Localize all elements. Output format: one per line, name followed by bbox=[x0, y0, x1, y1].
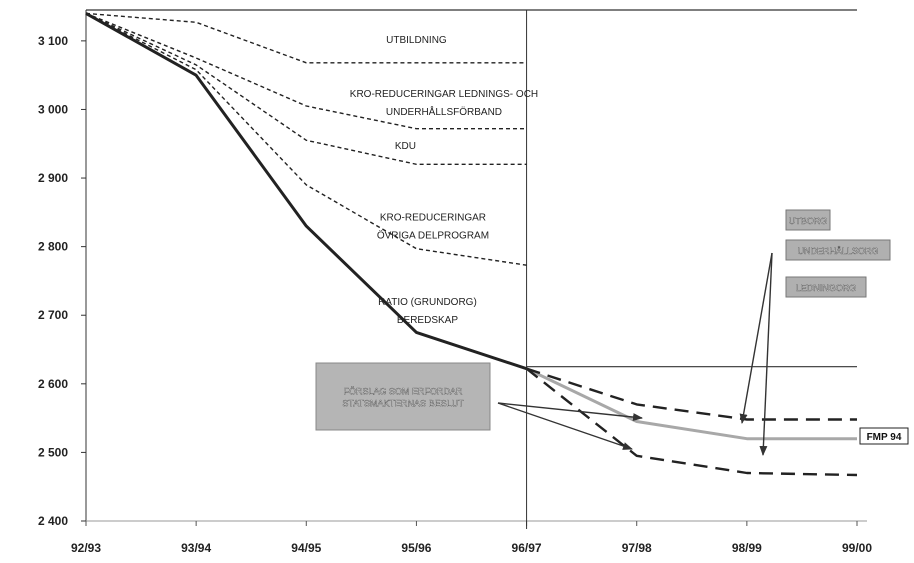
x-tick-label: 98/99 bbox=[732, 541, 762, 555]
series-line-dotted bbox=[85, 12, 527, 266]
label-box-text: STATSMAKTERNAS BESLUT bbox=[342, 399, 464, 409]
pointer-arrow bbox=[739, 252, 773, 424]
x-tick-label: 93/94 bbox=[181, 541, 211, 555]
pointer-arrow bbox=[497, 402, 643, 422]
annotation-label: KRO-REDUCERINGAR bbox=[380, 213, 486, 224]
annotation-label: UTBILDNING bbox=[386, 35, 447, 46]
y-tick-label: 2 400 bbox=[38, 514, 68, 528]
pointer-arrow bbox=[759, 252, 773, 456]
boxes-layer: FÖRSLAG SOM ERFORDAR STATSMAKTERNAS BESLU… bbox=[315, 209, 909, 445]
label-box-text: UTBORG bbox=[789, 216, 828, 226]
label-box-text: LEDNINGORG bbox=[796, 283, 857, 293]
series-line-dotted bbox=[85, 12, 527, 165]
y-tick-label: 2 500 bbox=[38, 445, 68, 459]
pointer-arrow bbox=[497, 402, 633, 450]
label-box-text: UNDERHÅLLSORG bbox=[797, 246, 878, 256]
series-line-dashed bbox=[526, 367, 857, 421]
label-box-text: FMP 94 bbox=[867, 432, 902, 443]
annotation-label: KDU bbox=[395, 141, 416, 152]
label-box-small bbox=[785, 239, 891, 261]
x-tick-label: 92/93 bbox=[71, 541, 101, 555]
axes: 3 100 3 000 2 900 2 800 2 700 2 600 2 500 2 400… bbox=[38, 10, 872, 555]
annotation-label: KRO-REDUCERINGAR LEDNINGS- OCH bbox=[350, 89, 538, 100]
y-tick-label: 2 900 bbox=[38, 171, 68, 185]
y-tick-label: 3 000 bbox=[38, 102, 68, 116]
y-tick-label: 2 600 bbox=[38, 377, 68, 391]
label-box-small bbox=[785, 209, 831, 231]
label-box-small bbox=[785, 276, 867, 298]
x-tick-label: 95/96 bbox=[401, 541, 431, 555]
label-box-text: FÖRSLAG SOM ERFORDAR bbox=[343, 387, 463, 397]
series-line-solid-gray bbox=[525, 367, 857, 441]
y-tick-label: 2 800 bbox=[38, 240, 68, 254]
annotation-label: ÖVRIGA DELPROGRAM bbox=[377, 230, 489, 242]
annotation-label: BEREDSKAP bbox=[397, 315, 458, 326]
label-box-flag bbox=[859, 427, 909, 445]
x-tick-label: 94/95 bbox=[291, 541, 321, 555]
annotation-label: RATIO (GRUNDORG) bbox=[378, 297, 477, 308]
arrows-layer bbox=[497, 252, 773, 456]
y-tick-label: 3 100 bbox=[38, 34, 68, 48]
series-line-solid-thick bbox=[85, 12, 528, 371]
x-tick-label: 99/00 bbox=[842, 541, 872, 555]
x-tick-label: 96/97 bbox=[512, 541, 542, 555]
x-tick-label: 97/98 bbox=[622, 541, 652, 555]
y-tick-label: 2 700 bbox=[38, 308, 68, 322]
annotation-label: UNDERHÅLLSFÖRBAND bbox=[386, 105, 502, 118]
label-box-large bbox=[315, 362, 491, 431]
series-line-dotted bbox=[85, 12, 527, 64]
annotations-layer: UTBILDNING KRO-REDUCERINGAR LEDNINGS- OCH… bbox=[350, 35, 538, 326]
series-line-dotted bbox=[85, 12, 527, 130]
